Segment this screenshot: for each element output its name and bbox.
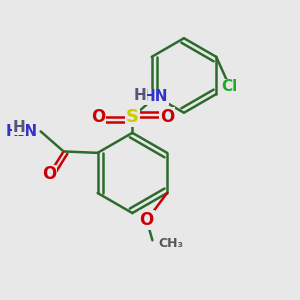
Text: O: O: [160, 108, 174, 126]
Text: O: O: [42, 165, 56, 183]
Text: Cl: Cl: [222, 80, 238, 94]
Text: CH₃: CH₃: [158, 237, 183, 250]
Text: O: O: [140, 211, 154, 229]
Text: S: S: [126, 108, 139, 126]
Text: O: O: [91, 108, 105, 126]
Text: H: H: [133, 88, 146, 103]
Text: H: H: [13, 120, 26, 135]
Text: HN: HN: [142, 89, 168, 104]
Text: H₂N: H₂N: [6, 124, 38, 139]
